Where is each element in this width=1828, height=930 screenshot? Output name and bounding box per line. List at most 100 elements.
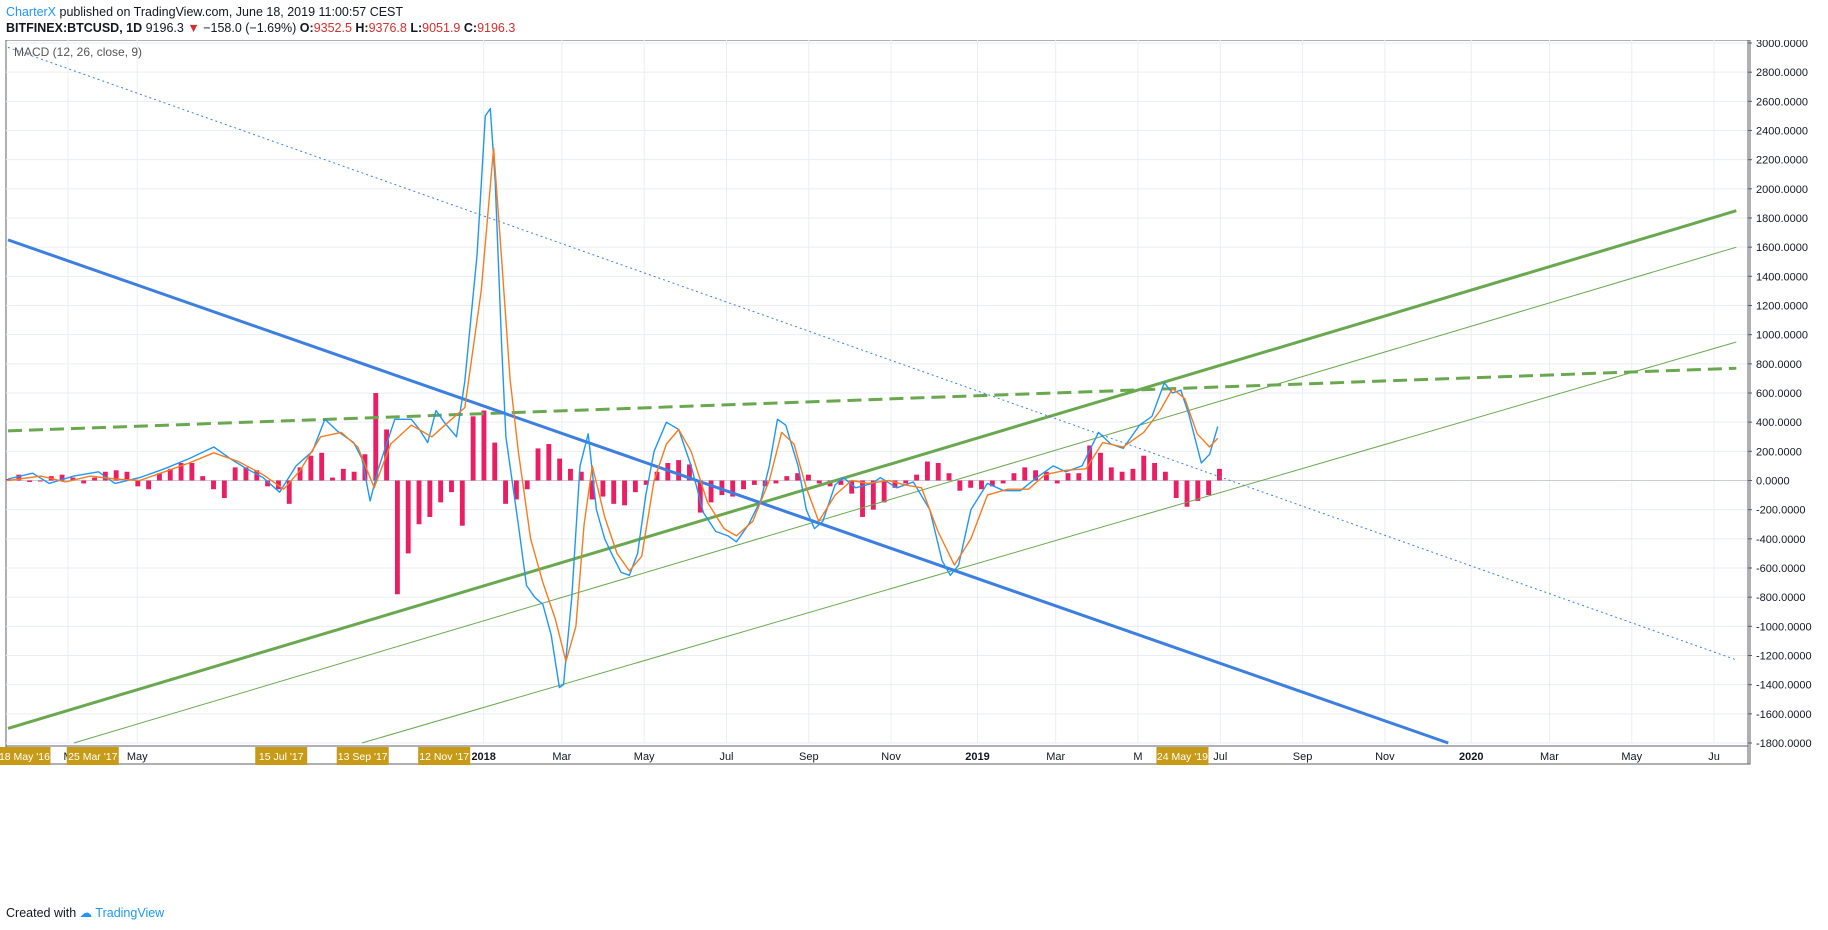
- x-tick-label: May: [634, 751, 655, 763]
- trendline-green-channel-upper[interactable]: [73, 246, 1737, 744]
- y-tick-label: -1600.0000: [1756, 709, 1812, 721]
- histogram-bar: [600, 480, 606, 497]
- tradingview-logo-icon: ☁: [79, 906, 93, 920]
- histogram-bar: [795, 473, 801, 481]
- histogram-bar: [243, 467, 249, 481]
- histogram-bar: [438, 480, 444, 503]
- y-tick-label: -600.0000: [1756, 563, 1806, 575]
- x-tick-label: Mar: [1540, 751, 1559, 763]
- histogram-bar: [189, 463, 195, 481]
- created-with: Created with: [6, 906, 77, 920]
- histogram-bar: [751, 480, 757, 485]
- x-tick-label: Ju: [1708, 751, 1720, 763]
- histogram-bar: [1141, 455, 1147, 481]
- x-tick-label: Nov: [881, 751, 901, 763]
- histogram-bar: [1033, 470, 1039, 481]
- y-tick-label: 1000.0000: [1756, 330, 1808, 342]
- histogram-bar: [924, 461, 930, 481]
- histogram-bar: [805, 474, 811, 481]
- author-link[interactable]: CharterX: [6, 5, 57, 19]
- histogram-bar: [1152, 463, 1157, 481]
- histogram-bar: [946, 473, 952, 481]
- histogram-bar: [773, 480, 779, 484]
- histogram-bar: [211, 480, 216, 490]
- down-arrow-icon: ▼: [187, 21, 200, 35]
- x-tick-label: 2020: [1459, 751, 1483, 763]
- trendline-green-dashed[interactable]: [7, 366, 1737, 433]
- histogram-bar: [979, 480, 984, 490]
- histogram-bar: [362, 454, 368, 481]
- low-value: 9051.9: [422, 21, 461, 35]
- histogram-bar: [1119, 471, 1125, 481]
- tradingview-link[interactable]: TradingView: [95, 906, 165, 920]
- x-tick-label: Jul: [719, 751, 733, 763]
- x-tick-label: Nov: [1375, 751, 1395, 763]
- grid: [6, 40, 1748, 744]
- y-tick-label: 2600.0000: [1756, 96, 1808, 108]
- histogram-bar: [427, 480, 433, 517]
- y-axis[interactable]: 3000.0000 2800.0000 2600.0000 2400.0000 2200…: [1747, 40, 1812, 764]
- histogram-bar: [1130, 468, 1136, 481]
- histogram-bar: [351, 471, 357, 481]
- histogram-bar: [816, 480, 822, 484]
- histogram-bar: [611, 480, 617, 504]
- series-line-signal: [7, 147, 1219, 662]
- histogram-bar: [1217, 468, 1222, 481]
- y-tick-label: -1200.0000: [1756, 651, 1812, 663]
- date-badge-label: 18 May '16: [0, 751, 50, 763]
- histogram-bar: [849, 480, 855, 494]
- low-label: L:: [410, 21, 423, 35]
- indicator-title: MACD (12, 26, close, 9): [14, 45, 142, 59]
- histogram-bar: [708, 480, 714, 503]
- high-value: 9376.8: [368, 21, 407, 35]
- histogram-bar: [92, 477, 97, 481]
- ohlc-line: BITFINEX:BTCUSD, 1D 9196.3 ▼ −158.0 (−1.…: [6, 20, 515, 36]
- date-badge-label: 24 May '19: [1157, 751, 1208, 763]
- histogram-bar: [232, 467, 238, 481]
- histogram-bar: [513, 480, 519, 500]
- histogram-bar: [643, 480, 649, 485]
- histogram-bar: [1065, 473, 1071, 481]
- histogram-bar: [914, 474, 920, 481]
- histogram-bar: [881, 480, 887, 503]
- histogram-bar: [1173, 480, 1179, 498]
- macd-chart[interactable]: MACD (12, 26, close, 9) 3000.0000 2800.00…: [0, 40, 1828, 900]
- histogram-bar: [676, 460, 682, 481]
- histogram-bar: [167, 468, 173, 481]
- histogram-bar: [860, 480, 865, 517]
- histogram-bar: [16, 474, 22, 481]
- histogram-bar: [1184, 480, 1190, 507]
- histogram-bar: [373, 393, 379, 481]
- histogram-bar: [416, 480, 422, 525]
- publish-line: CharterX published on TradingView.com, J…: [6, 4, 515, 20]
- x-tick-label: May: [1621, 751, 1642, 763]
- histogram-bar: [200, 476, 206, 481]
- histogram-bar: [265, 480, 271, 487]
- date-badge-label: 12 Nov '17: [419, 751, 469, 763]
- trendline-blue-resistance-thick[interactable]: [7, 238, 1449, 745]
- date-badge: [66, 747, 119, 765]
- x-tick-label: 2018: [471, 751, 495, 763]
- date-badge: [418, 747, 471, 765]
- histogram-bar: [1022, 467, 1028, 481]
- y-tick-label: 1800.0000: [1756, 213, 1808, 225]
- y-tick-label: 1600.0000: [1756, 242, 1808, 254]
- date-badge-label: 25 Mar '17: [68, 751, 117, 763]
- histogram-bar: [70, 477, 76, 481]
- histogram-bar: [546, 444, 552, 481]
- histogram-bar: [1098, 452, 1103, 481]
- x-tick-label: 2019: [965, 751, 989, 763]
- histogram-bar: [113, 470, 119, 481]
- histogram-bar: [1195, 480, 1201, 501]
- trendline-green-support-thick[interactable]: [7, 209, 1737, 730]
- histogram-bar: [892, 480, 898, 488]
- trendline-blue-dotted[interactable]: [7, 46, 1737, 661]
- trendline-green-channel-lower[interactable]: [361, 341, 1737, 744]
- histogram-bar: [81, 480, 87, 484]
- histogram-bar: [697, 480, 703, 513]
- histogram-bar: [297, 467, 303, 481]
- histogram-bar: [59, 474, 65, 481]
- x-axis[interactable]: MMay2018MarMayJulSepNov2019MarMJulSepNov…: [0, 745, 1748, 765]
- y-tick-label: 800.0000: [1756, 359, 1802, 371]
- trendlines[interactable]: [7, 46, 1737, 745]
